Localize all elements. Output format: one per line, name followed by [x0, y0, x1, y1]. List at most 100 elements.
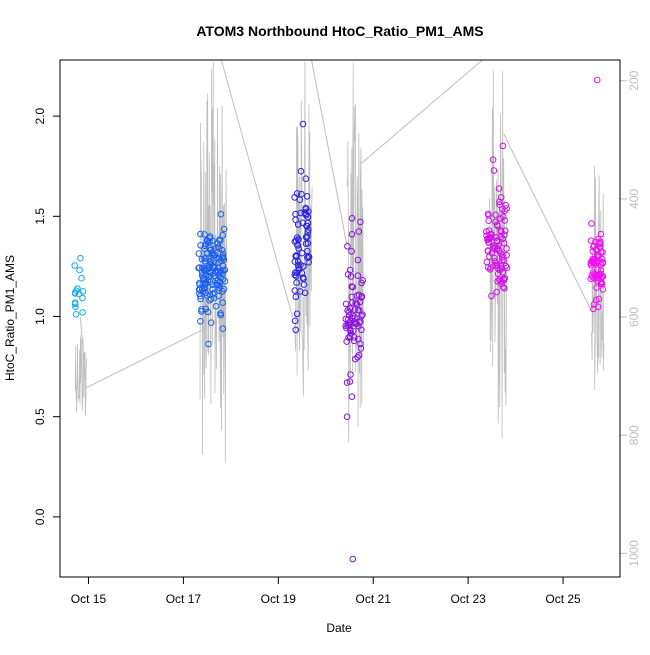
data-point	[295, 245, 302, 252]
data-point	[76, 266, 83, 274]
data-point	[206, 233, 214, 240]
data-point-outlier	[343, 413, 351, 421]
data-point	[591, 255, 598, 263]
data-point	[348, 283, 356, 290]
data-point	[353, 292, 361, 299]
data-point	[293, 310, 301, 318]
data-point	[495, 185, 503, 192]
data-points	[71, 76, 607, 563]
data-point	[503, 245, 510, 252]
data-point	[593, 273, 600, 280]
data-point	[75, 290, 83, 298]
data-point	[302, 211, 310, 219]
data-point	[303, 222, 310, 230]
x-axis-label: Date	[326, 621, 352, 635]
y-tick-label: 0.5	[33, 408, 47, 425]
data-point	[493, 288, 501, 296]
y2-tick-label: 800	[627, 425, 641, 445]
x-tick-label: Oct 19	[261, 592, 297, 606]
plot-frame	[59, 59, 621, 578]
data-point	[346, 378, 354, 385]
y-tick-label: 2.0	[33, 107, 47, 124]
altitude-trace	[74, 60, 605, 464]
data-point	[347, 371, 354, 378]
data-point	[301, 289, 309, 297]
data-point	[499, 142, 507, 150]
data-point	[78, 274, 85, 282]
data-point	[499, 268, 507, 276]
data-point	[351, 306, 359, 314]
data-point	[202, 280, 210, 287]
data-point	[355, 228, 363, 235]
data-point	[596, 244, 604, 252]
data-point	[212, 268, 219, 275]
data-point	[298, 269, 306, 277]
data-point	[348, 231, 356, 238]
data-point	[342, 300, 350, 308]
data-point	[354, 306, 362, 314]
data-point	[346, 333, 354, 340]
data-point	[292, 293, 300, 301]
data-point	[291, 317, 299, 325]
data-point	[294, 258, 302, 265]
data-point	[597, 267, 605, 275]
y-axis-label: HtoC_Ratio_PM1_AMS	[3, 255, 17, 381]
x-tick-label: Oct 21	[356, 592, 392, 606]
data-point	[201, 231, 208, 238]
data-point	[499, 283, 507, 291]
data-point	[206, 297, 213, 304]
y2-tick-label: 200	[627, 70, 641, 90]
altitude-segment-2	[220, 60, 294, 318]
data-point	[357, 218, 364, 226]
data-point	[345, 308, 353, 316]
data-point	[303, 193, 311, 200]
data-point	[72, 303, 79, 311]
altitude-band-1	[199, 61, 228, 464]
altitude-band-5	[591, 166, 605, 391]
data-point	[591, 275, 598, 282]
data-point-outlier	[343, 379, 351, 386]
data-point	[491, 254, 498, 262]
data-point	[358, 293, 366, 300]
data-point	[343, 324, 350, 332]
data-point	[219, 299, 226, 306]
data-point	[347, 330, 355, 337]
data-point	[484, 236, 491, 244]
data-point	[589, 269, 597, 276]
data-point	[483, 258, 491, 266]
data-point	[198, 306, 205, 313]
data-point	[197, 230, 204, 238]
data-point	[587, 237, 595, 244]
y-tick-label: 1.0	[33, 308, 47, 325]
data-point	[354, 335, 362, 343]
data-point	[350, 337, 358, 345]
x-tick-label: Oct 15	[71, 592, 107, 606]
data-point	[503, 264, 511, 272]
data-point	[346, 305, 354, 312]
data-point	[596, 239, 603, 247]
data-point	[356, 298, 364, 306]
data-point-outlier	[590, 301, 598, 308]
data-point	[200, 284, 208, 291]
data-point	[488, 292, 495, 300]
data-point	[501, 285, 508, 292]
data-point	[217, 311, 225, 319]
data-point	[588, 220, 595, 227]
data-point	[77, 254, 84, 262]
data-point	[221, 277, 229, 285]
data-point	[599, 260, 606, 267]
data-point	[501, 227, 509, 235]
data-point	[204, 249, 211, 257]
data-point	[486, 266, 494, 273]
data-point	[598, 278, 605, 286]
data-point	[595, 235, 602, 243]
data-point	[492, 262, 500, 269]
data-point	[294, 221, 302, 228]
data-point	[207, 295, 215, 303]
data-point	[72, 311, 80, 318]
data-point	[487, 231, 494, 238]
altitude-segment-1	[85, 328, 205, 389]
data-point	[595, 295, 603, 303]
data-point	[500, 239, 508, 247]
y2-tick-label: 600	[627, 307, 641, 327]
